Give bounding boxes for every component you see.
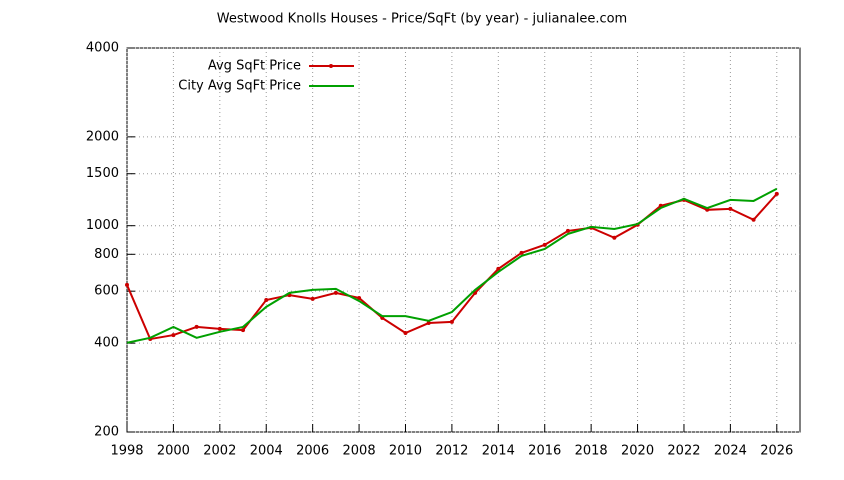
y-tick-label: 4000 bbox=[86, 41, 119, 56]
point bbox=[264, 298, 269, 303]
x-tick-label: 2022 bbox=[667, 444, 700, 459]
x-tick-label: 1998 bbox=[110, 444, 143, 459]
point bbox=[565, 228, 570, 233]
point bbox=[333, 290, 338, 295]
x-tick-label: 2002 bbox=[203, 444, 236, 459]
legend-marker bbox=[329, 64, 333, 68]
series-line bbox=[126, 187, 778, 344]
x-tick-label: 2026 bbox=[760, 444, 793, 459]
y-tick-label: 400 bbox=[94, 336, 119, 351]
point bbox=[241, 328, 246, 333]
point bbox=[426, 321, 431, 326]
point bbox=[519, 250, 524, 255]
point bbox=[612, 235, 617, 240]
x-tick-label: 2024 bbox=[714, 444, 747, 459]
y-tick-label: 200 bbox=[94, 425, 119, 440]
point bbox=[751, 217, 756, 222]
point bbox=[542, 242, 547, 247]
point bbox=[194, 324, 199, 329]
point bbox=[125, 282, 129, 287]
point bbox=[310, 296, 315, 301]
y-tick-label: 1000 bbox=[86, 218, 119, 233]
point bbox=[217, 326, 222, 331]
point bbox=[705, 207, 710, 212]
point bbox=[728, 206, 733, 211]
point bbox=[357, 295, 362, 300]
legend-label: Avg SqFt Price bbox=[208, 59, 301, 74]
point bbox=[496, 266, 501, 271]
point bbox=[449, 319, 454, 324]
point bbox=[774, 191, 779, 196]
point bbox=[403, 330, 408, 335]
point bbox=[171, 333, 176, 338]
x-tick-label: 2010 bbox=[389, 444, 422, 459]
x-tick-label: 2006 bbox=[296, 444, 329, 459]
x-tick-label: 2012 bbox=[435, 444, 468, 459]
x-tick-label: 2004 bbox=[250, 444, 283, 459]
y-tick-label: 800 bbox=[94, 247, 119, 262]
y-tick-label: 600 bbox=[94, 284, 119, 299]
x-tick-label: 2016 bbox=[528, 444, 561, 459]
series-line bbox=[126, 193, 778, 341]
x-tick-label: 2018 bbox=[575, 444, 608, 459]
plot-frame bbox=[126, 47, 801, 433]
x-tick-label: 2000 bbox=[157, 444, 190, 459]
legend-label: City Avg SqFt Price bbox=[178, 79, 301, 94]
x-tick-label: 2008 bbox=[343, 444, 376, 459]
chart-title: Westwood Knolls Houses - Price/SqFt (by … bbox=[217, 12, 627, 27]
x-tick-label: 2020 bbox=[621, 444, 654, 459]
y-tick-label: 2000 bbox=[86, 129, 119, 144]
y-tick-label: 1500 bbox=[86, 166, 119, 181]
x-tick-label: 2014 bbox=[482, 444, 515, 459]
